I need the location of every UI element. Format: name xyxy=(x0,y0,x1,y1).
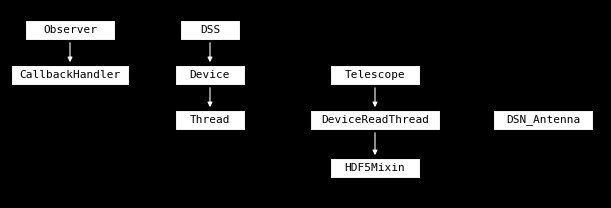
Text: DSS: DSS xyxy=(200,25,220,35)
FancyBboxPatch shape xyxy=(310,110,440,130)
Text: CallbackHandler: CallbackHandler xyxy=(20,70,120,80)
FancyBboxPatch shape xyxy=(175,110,245,130)
FancyBboxPatch shape xyxy=(330,158,420,178)
Text: Device: Device xyxy=(190,70,230,80)
FancyBboxPatch shape xyxy=(180,20,240,40)
FancyBboxPatch shape xyxy=(175,65,245,85)
Text: Thread: Thread xyxy=(190,115,230,125)
Text: DSN_Antenna: DSN_Antenna xyxy=(506,115,580,125)
FancyBboxPatch shape xyxy=(330,65,420,85)
Text: Telescope: Telescope xyxy=(345,70,405,80)
FancyBboxPatch shape xyxy=(25,20,115,40)
Text: DeviceReadThread: DeviceReadThread xyxy=(321,115,429,125)
Text: HDF5Mixin: HDF5Mixin xyxy=(345,163,405,173)
FancyBboxPatch shape xyxy=(11,65,129,85)
FancyBboxPatch shape xyxy=(493,110,593,130)
Text: Observer: Observer xyxy=(43,25,97,35)
